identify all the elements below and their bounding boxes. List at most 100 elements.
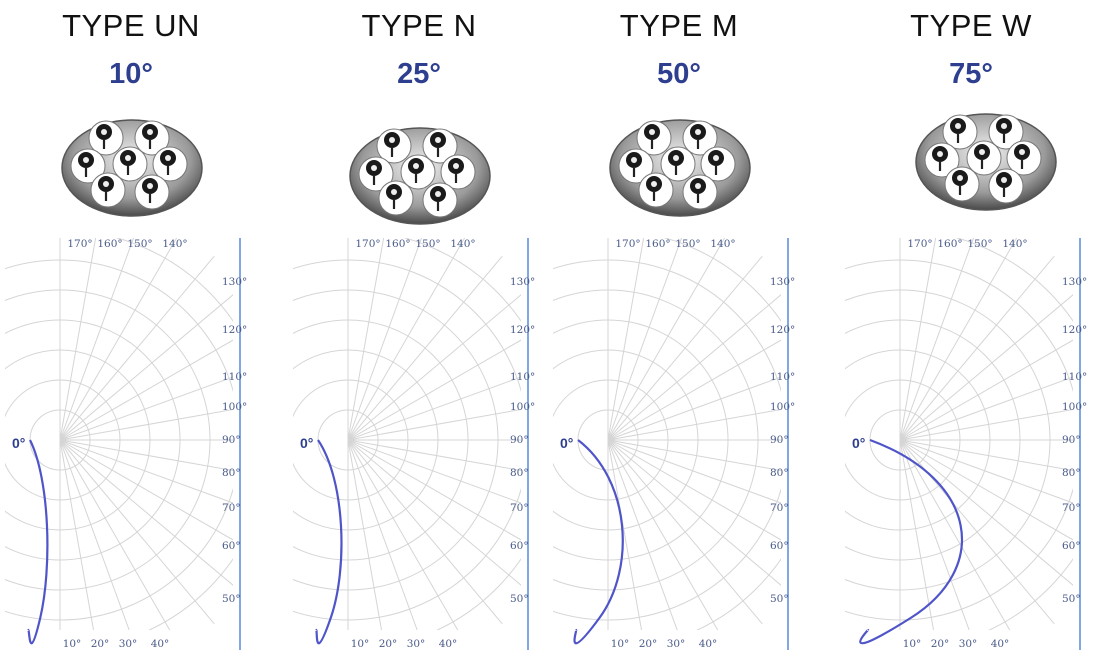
led-optic: [358, 156, 394, 192]
tick-label-right: 80°: [1062, 467, 1081, 479]
intensity-curve: [573, 439, 624, 645]
tick-label-right: 100°: [510, 401, 535, 413]
led-optic: [988, 114, 1024, 150]
tick-label-top: 170°: [355, 238, 380, 250]
polar-diagram: 170° 160° 150° 140° 130° 120° 110° 100° 90° 80° 70…: [293, 238, 535, 650]
led-optic: [700, 146, 736, 182]
panel-type-m: TYPE M 50° 170° 160° 150° 140° 130° 120° 110° 1…: [548, 0, 810, 653]
led-optic: [924, 142, 960, 178]
tick-label-top: 140°: [450, 238, 475, 250]
tick-label-right: 60°: [1062, 540, 1081, 552]
led-optic: [376, 128, 412, 164]
led-lens-module-image: [61, 119, 203, 217]
led-optic: [660, 146, 696, 182]
led-optic: [70, 148, 106, 184]
tick-label-right: 60°: [770, 540, 789, 552]
led-optic: [152, 146, 188, 182]
tick-label-top: 150°: [967, 238, 992, 250]
polar-grid: [293, 238, 521, 630]
panel-type-w: TYPE W 75° 170° 160° 150° 140° 130° 120° 110° 1…: [840, 0, 1102, 653]
tick-label-right: 130°: [770, 276, 795, 288]
led-optic: [942, 114, 978, 150]
led-optic: [1006, 140, 1042, 176]
tick-label-bottom: 40°: [439, 638, 458, 650]
tick-label-top: 140°: [162, 238, 187, 250]
led-optic: [638, 172, 674, 208]
beam-angle-label: 25°: [397, 58, 441, 90]
led-optic: [134, 120, 170, 156]
led-optic: [966, 140, 1002, 176]
tick-label-right: 130°: [510, 276, 535, 288]
tick-label-right: 110°: [510, 371, 535, 383]
led-lens-module-image: [609, 119, 751, 217]
tick-label-bottom: 10°: [351, 638, 370, 650]
led-optic: [422, 182, 458, 218]
led-optic: [440, 154, 476, 190]
tick-label-bottom: 30°: [119, 638, 138, 650]
tick-label-right: 90°: [510, 434, 529, 446]
tick-label-right: 100°: [770, 401, 795, 413]
tick-label-top: 160°: [645, 238, 670, 250]
tick-label-right: 110°: [1062, 371, 1087, 383]
led-optic: [422, 128, 458, 164]
polar-grid: [553, 238, 781, 630]
intensity-curve: [314, 439, 343, 645]
zero-angle-label: 0°: [300, 435, 313, 451]
tick-label-top: 170°: [907, 238, 932, 250]
beam-type-title: TYPE UN: [62, 8, 200, 43]
tick-label-right: 110°: [222, 371, 247, 383]
tick-label-right: 70°: [770, 502, 789, 514]
tick-label-right: 120°: [770, 324, 795, 336]
zero-angle-label: 0°: [560, 435, 573, 451]
tick-label-right: 120°: [222, 324, 247, 336]
tick-label-right: 50°: [770, 593, 789, 605]
tick-label-top: 170°: [67, 238, 92, 250]
polar-diagram: 170° 160° 150° 140° 130° 120° 110° 100° 90° 80° 70…: [845, 238, 1087, 650]
tick-label-bottom: 10°: [611, 638, 630, 650]
tick-label-bottom: 30°: [667, 638, 686, 650]
led-optic: [134, 174, 170, 210]
zero-angle-label: 0°: [852, 435, 865, 451]
led-optic: [378, 180, 414, 216]
tick-label-top: 150°: [415, 238, 440, 250]
panel-type-n: TYPE N 25° 170° 160° 150° 140° 130° 120° 110° 1…: [288, 0, 550, 653]
led-lens-module-image: [349, 127, 491, 225]
tick-label-bottom: 30°: [407, 638, 426, 650]
tick-label-right: 120°: [510, 324, 535, 336]
tick-label-right: 80°: [770, 467, 789, 479]
tick-label-bottom: 10°: [63, 638, 82, 650]
tick-label-right: 80°: [222, 467, 241, 479]
tick-label-right: 90°: [222, 434, 241, 446]
tick-label-right: 90°: [770, 434, 789, 446]
tick-label-bottom: 20°: [639, 638, 658, 650]
tick-label-bottom: 10°: [903, 638, 922, 650]
panel-type-un: TYPE UN 10° 170° 160° 150° 140° 130° 120° 110°…: [0, 0, 262, 653]
tick-label-bottom: 20°: [931, 638, 950, 650]
led-optic: [988, 168, 1024, 204]
tick-label-right: 70°: [1062, 502, 1081, 514]
beam-angle-label: 50°: [657, 58, 701, 90]
led-lens-module-image: [915, 113, 1057, 211]
tick-label-right: 80°: [510, 467, 529, 479]
tick-label-right: 130°: [222, 276, 247, 288]
tick-label-right: 130°: [1062, 276, 1087, 288]
tick-label-bottom: 20°: [379, 638, 398, 650]
tick-label-right: 100°: [222, 401, 247, 413]
led-optic: [944, 166, 980, 202]
tick-label-right: 120°: [1062, 324, 1087, 336]
tick-label-right: 100°: [1062, 401, 1087, 413]
led-optic: [90, 172, 126, 208]
tick-label-bottom: 40°: [991, 638, 1010, 650]
tick-label-top: 150°: [127, 238, 152, 250]
tick-label-top: 150°: [675, 238, 700, 250]
intensity-curve: [26, 439, 49, 645]
polar-diagram: 170° 160° 150° 140° 130° 120° 110° 100° 90° 80° 70…: [553, 238, 795, 650]
tick-label-right: 70°: [222, 502, 241, 514]
polar-grid: [845, 238, 1073, 630]
tick-label-top: 160°: [937, 238, 962, 250]
beam-type-title: TYPE M: [619, 8, 739, 43]
tick-label-top: 140°: [1002, 238, 1027, 250]
beam-angle-label: 10°: [109, 58, 153, 90]
tick-label-right: 60°: [510, 540, 529, 552]
polar-grid: [5, 238, 233, 630]
